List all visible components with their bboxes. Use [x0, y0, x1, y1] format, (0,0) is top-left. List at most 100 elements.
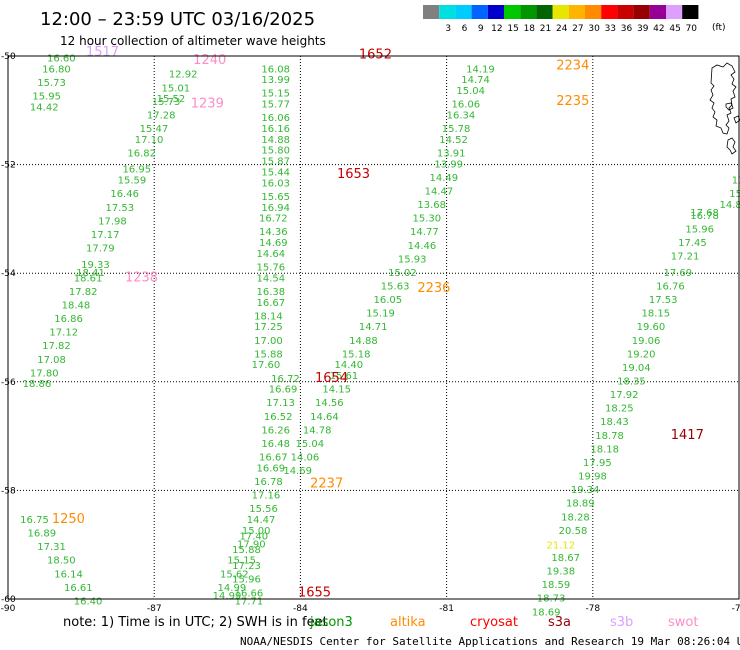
swh-point: 18.89 [566, 499, 595, 510]
swh-point: 13.7 [732, 176, 740, 187]
coastline-islands [709, 62, 740, 155]
y-tick-label: -56 [1, 378, 16, 388]
swh-point: 17.23 [232, 561, 261, 572]
swh-point: 18.25 [605, 404, 634, 415]
swh-point: 16.69 [269, 385, 298, 396]
scale-swatch [520, 5, 537, 19]
scale-tick-label: 39 [637, 24, 649, 34]
swh-point: 16.03 [261, 178, 290, 189]
swh-point: 15.73 [152, 97, 181, 108]
scale-tick-label: 36 [621, 24, 633, 34]
swh-point: 14.74 [461, 75, 490, 86]
swh-point: 15.30 [412, 214, 441, 225]
swh-point: 12.92 [169, 70, 198, 81]
note-text: note: 1) Time is in UTC; 2) SWH is in fe… [63, 615, 328, 630]
pass-time-label: 2237 [310, 477, 343, 492]
swh-point: 16.26 [261, 425, 290, 436]
swh-point: 16.67 [257, 298, 286, 309]
swh-point: 16.78 [690, 211, 719, 222]
plot-frame [7, 55, 740, 600]
pass-time-label: 1652 [359, 48, 392, 63]
swh-point: 17.60 [252, 360, 281, 371]
legend-item-altika: altika [390, 615, 426, 630]
swh-point: 13.91 [437, 148, 466, 159]
swh-point: 14.49 [430, 173, 459, 184]
y-tick-label: -58 [1, 486, 16, 496]
swh-point: 15.47 [140, 124, 169, 135]
swh-point: 18.50 [47, 556, 76, 567]
swh-point: 14.88 [349, 336, 378, 347]
scale-tick-label: 70 [686, 24, 698, 34]
pass-time-label: 1655 [298, 585, 331, 600]
swh-point: 16.72 [259, 214, 288, 225]
chart-subtitle: 12 hour collection of altimeter wave hei… [60, 34, 326, 48]
swh-point: 16.76 [656, 281, 685, 292]
swh-point: 15.78 [442, 124, 471, 135]
scale-swatch [471, 5, 488, 19]
pass-time-labels: 1517 1240 1239 1238 1250 1652 1653 1654 1655 2234… [52, 45, 704, 600]
swh-point: 17.31 [37, 542, 66, 553]
swh-point: 14.78 [303, 425, 332, 436]
swh-point: 18.35 [617, 377, 646, 388]
swh-point: 15.52 [157, 94, 186, 105]
swh-point: 14.42 [30, 102, 59, 113]
swh-point: 17.12 [49, 328, 78, 339]
scale-swatch [633, 5, 650, 19]
swh-point: 16.78 [254, 477, 283, 488]
swh-point: 17.95 [583, 458, 612, 469]
swh-point: 14.47 [425, 186, 454, 197]
scale-tick-label: 18 [524, 24, 536, 34]
pass-time-label: 1653 [337, 167, 370, 182]
swh-point: 16.86 [54, 314, 83, 325]
pass-time-label: 2234 [556, 59, 589, 74]
pass-time-label: 1240 [193, 53, 226, 68]
pass-time-label: 1517 [86, 45, 119, 60]
swh-point: 19.60 [637, 322, 666, 333]
pass-time-label: 1417 [671, 428, 704, 443]
swh-point: 18.67 [551, 553, 580, 564]
swh-point: 17.90 [237, 539, 266, 550]
color-scale-unit: (ft) [712, 23, 726, 33]
scale-tick-label: 12 [491, 24, 502, 34]
swh-point: 19.98 [578, 472, 607, 483]
swh-point: 15.77 [261, 100, 290, 111]
swh-point: 16.89 [27, 529, 56, 540]
swh-point: 16.61 [64, 583, 93, 594]
scale-swatch [585, 5, 602, 19]
swh-point: 19.38 [547, 567, 576, 578]
swh-point: 16.16 [261, 124, 290, 135]
swh-point: 17.25 [254, 322, 283, 333]
swh-point: 14.89 [720, 200, 740, 211]
swh-point: 17.17 [91, 230, 120, 241]
scale-swatch [568, 5, 585, 19]
swh-point: 14.71 [359, 322, 388, 333]
swh-point: 16.34 [447, 110, 476, 121]
legend-item-jason3: jason3 [309, 615, 353, 630]
legend-item-swot: swot [668, 615, 698, 630]
scale-tick-label: 9 [478, 24, 484, 34]
swh-point: 14.40 [335, 360, 364, 371]
swh-point: 16.69 [257, 463, 286, 474]
swh-point: 17.00 [254, 336, 283, 347]
swh-point: 17.82 [42, 341, 71, 352]
scale-swatch [682, 5, 699, 19]
scale-swatch [536, 5, 553, 19]
scale-tick-label: 15 [507, 24, 518, 34]
swh-point: 17.10 [135, 135, 164, 146]
scale-swatch [487, 5, 504, 19]
swh-point: 17.82 [69, 287, 98, 298]
swh-point: 16.95 [123, 165, 152, 176]
swh-point: 14.06 [291, 453, 320, 464]
swh-point: 17.71 [235, 596, 264, 607]
scale-swatch [423, 5, 440, 19]
swh-point: 16.14 [54, 569, 83, 580]
swh-point: 15.01 [162, 83, 191, 94]
x-tick-label: -87 [147, 604, 162, 614]
swh-point: 15.04 [456, 86, 485, 97]
swh-point: 14.99 [213, 591, 242, 602]
swh-point: 15.63 [381, 281, 410, 292]
swh-point: 15.96 [685, 224, 714, 235]
legend-item-s3a: s3a [548, 615, 571, 630]
satellite-legend: jason3 altika cryosat s3a s3b swot [309, 615, 698, 630]
swh-point: 14.15 [322, 385, 351, 396]
